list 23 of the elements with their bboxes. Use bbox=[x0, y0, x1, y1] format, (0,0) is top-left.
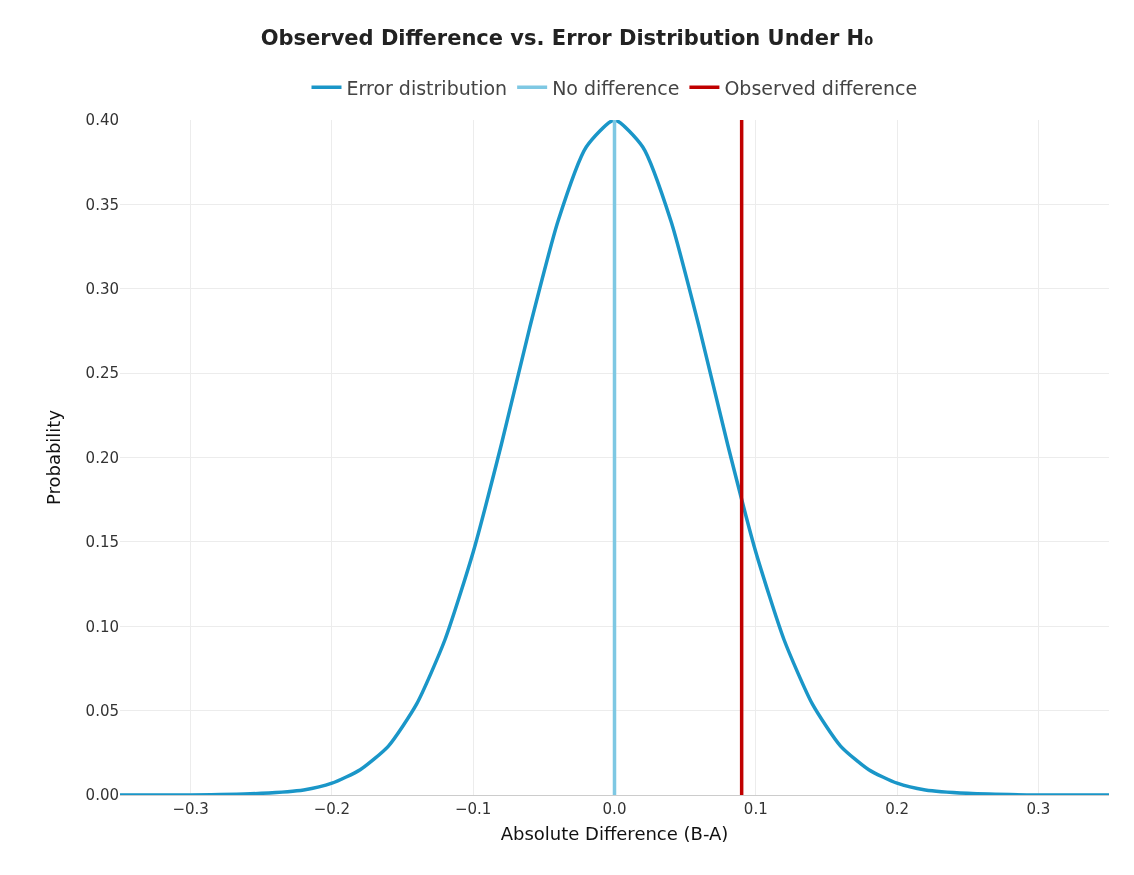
y-tick-label: 0.20 bbox=[85, 448, 119, 467]
y-axis-title: Probability bbox=[42, 409, 64, 506]
legend-label: Observed difference bbox=[724, 76, 918, 99]
y-tick-label: 0.00 bbox=[85, 786, 119, 805]
x-tick-label: 0.1 bbox=[743, 800, 768, 818]
y-tick-label: 0.40 bbox=[85, 111, 119, 130]
x-tick-label: −0.3 bbox=[172, 800, 209, 818]
x-tick-label: 0.3 bbox=[1026, 800, 1051, 818]
y-tick-label: 0.25 bbox=[85, 364, 119, 383]
y-tick-label: 0.05 bbox=[85, 701, 119, 720]
x-axis-title: Absolute Difference (B-A) bbox=[500, 823, 729, 845]
x-tick-label: −0.1 bbox=[454, 800, 492, 818]
ref-line-label: No difference bbox=[552, 76, 680, 99]
y-tick-label: 0.30 bbox=[85, 280, 119, 298]
y-tick-label: 0.35 bbox=[85, 195, 119, 214]
x-tick-label: 0.0 bbox=[602, 800, 627, 818]
x-tick-label: 0.2 bbox=[885, 800, 909, 818]
chart-title: Observed Difference vs. Error Distribution Under H₀ bbox=[260, 26, 874, 51]
legend-label: Error distribution bbox=[346, 76, 508, 99]
x-tick-label: −0.2 bbox=[313, 800, 351, 818]
y-tick-label: 0.10 bbox=[85, 617, 119, 636]
line-series bbox=[120, 120, 1109, 795]
y-tick-label: 0.15 bbox=[85, 533, 119, 552]
